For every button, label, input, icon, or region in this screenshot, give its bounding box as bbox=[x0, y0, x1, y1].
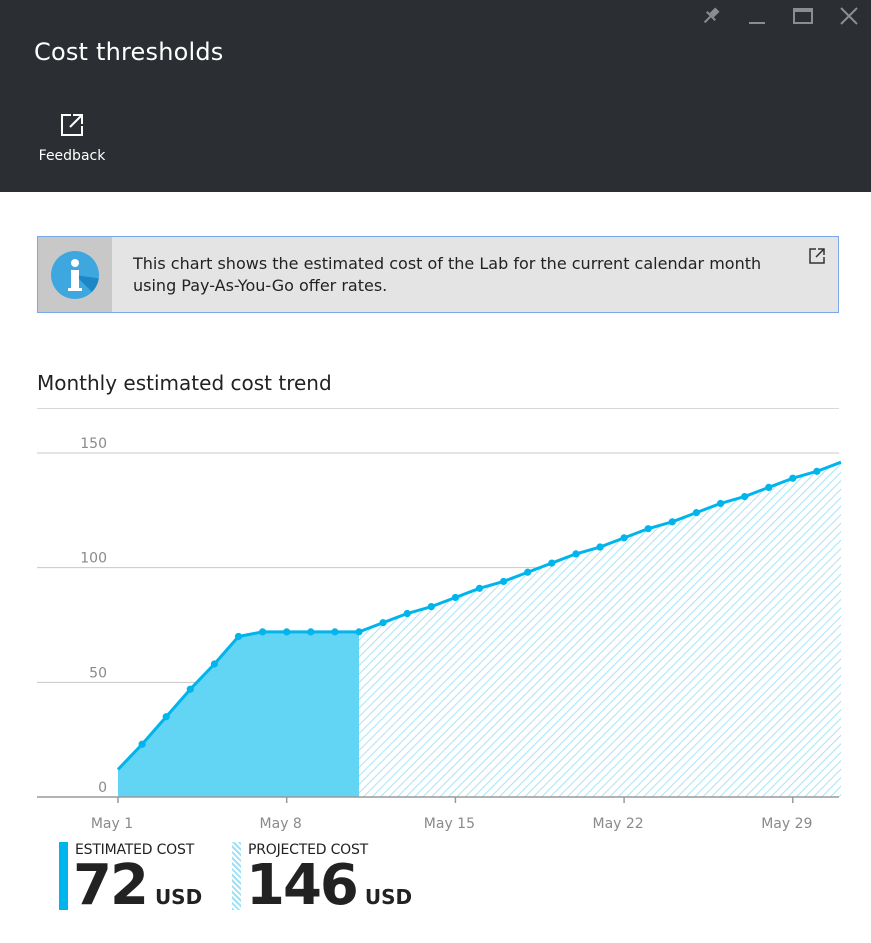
projected-cost-area bbox=[359, 462, 841, 797]
minimize-icon[interactable] bbox=[743, 4, 771, 28]
blade-header: Cost thresholds Feedback bbox=[0, 0, 871, 192]
legend-projected-swatch bbox=[232, 842, 241, 910]
y-tick-label: 0 bbox=[98, 780, 107, 796]
estimated-cost-point bbox=[138, 740, 146, 748]
estimated-cost-point bbox=[186, 685, 194, 693]
page-title: Cost thresholds bbox=[34, 38, 224, 66]
projected-cost-point bbox=[524, 568, 532, 576]
x-tick-label: May 22 bbox=[592, 816, 643, 832]
estimated-cost-point bbox=[307, 628, 315, 636]
projected-cost-point bbox=[572, 550, 580, 558]
projected-cost-point bbox=[620, 534, 628, 542]
projected-cost-point bbox=[692, 509, 701, 517]
y-tick-label: 150 bbox=[80, 436, 107, 452]
x-tick-label: May 15 bbox=[424, 816, 475, 832]
external-link-icon bbox=[809, 248, 825, 264]
projected-cost-point bbox=[741, 492, 749, 501]
feedback-label: Feedback bbox=[38, 148, 106, 164]
estimated-cost-point bbox=[259, 628, 267, 636]
projected-cost-point bbox=[765, 483, 773, 491]
projected-cost-point bbox=[475, 584, 484, 592]
chart-title: Monthly estimated cost trend bbox=[37, 371, 332, 395]
pin-icon[interactable] bbox=[697, 4, 725, 28]
x-tick-label: May 29 bbox=[761, 816, 812, 832]
chart-divider bbox=[37, 408, 839, 409]
y-tick-label: 50 bbox=[89, 665, 107, 681]
estimated-cost-point bbox=[355, 628, 363, 636]
projected-cost-point bbox=[379, 619, 387, 627]
estimated-cost-value: 72 USD bbox=[73, 853, 203, 918]
projected-cost-point bbox=[716, 499, 725, 508]
projected-cost-point bbox=[813, 467, 821, 475]
estimated-cost-point bbox=[283, 628, 291, 636]
legend-estimated-swatch bbox=[59, 842, 68, 910]
estimated-cost-area bbox=[118, 631, 359, 797]
feedback-button[interactable]: Feedback bbox=[32, 112, 112, 164]
projected-cost-point bbox=[789, 474, 797, 482]
projected-cost-point bbox=[668, 518, 676, 526]
x-tick-label: May 8 bbox=[260, 816, 302, 832]
info-text: This chart shows the estimated cost of t… bbox=[133, 254, 762, 295]
info-icon bbox=[51, 250, 99, 299]
cost-trend-chart: 0 50 100 150 May 1 May 8 May 15 May 22 May 29 bbox=[37, 436, 842, 832]
window-controls bbox=[697, 4, 863, 28]
projected-cost-point bbox=[403, 609, 411, 618]
legend-projected-label: PROJECTED COST bbox=[248, 842, 369, 858]
info-banner: This chart shows the estimated cost of t… bbox=[37, 236, 839, 313]
projected-cost-point bbox=[500, 577, 508, 586]
info-icon-box bbox=[38, 237, 112, 312]
maximize-icon[interactable] bbox=[789, 4, 817, 28]
estimated-cost-point bbox=[234, 632, 243, 641]
y-tick-label: 100 bbox=[80, 551, 107, 567]
close-icon[interactable] bbox=[835, 4, 863, 28]
projected-cost-point bbox=[644, 525, 652, 533]
projected-cost-point bbox=[596, 543, 604, 551]
projected-cost-point bbox=[427, 603, 435, 611]
projected-cost-value: 146 USD bbox=[246, 853, 413, 918]
projected-cost-point bbox=[451, 593, 459, 602]
external-link-icon bbox=[61, 114, 83, 136]
estimated-cost-point bbox=[331, 628, 339, 636]
projected-cost-point bbox=[548, 559, 556, 567]
estimated-cost-point bbox=[162, 713, 170, 721]
info-link-button[interactable] bbox=[808, 247, 826, 269]
estimated-cost-point bbox=[210, 660, 218, 668]
legend-estimated-label: ESTIMATED COST bbox=[75, 842, 195, 858]
x-tick-label: May 1 bbox=[91, 816, 133, 832]
